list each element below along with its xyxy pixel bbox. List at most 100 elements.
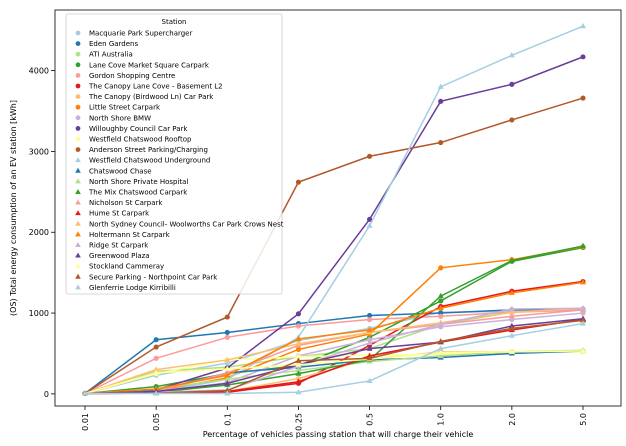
data-point [508,332,515,338]
legend-label: The Canopy (Birdwood Ln) Car Park [88,93,214,101]
data-point [224,390,231,396]
data-point [508,289,515,295]
legend-marker [75,125,81,131]
legend-label: Nicholson St Carpark [89,199,163,207]
data-point [153,366,160,372]
data-point [437,321,444,327]
series-line [84,97,584,395]
data-point [508,325,515,331]
legend-entry: North Shore BMW [75,114,151,122]
legend-marker [75,157,81,163]
data-point [579,279,587,285]
x-tick-label: 0.05 [152,413,161,431]
legend-title: Station [162,18,187,26]
legend-marker [75,115,81,121]
legend-entry: North Sydney Council- Woolworths Car Par… [75,220,284,228]
legend-entry: The Mix Chatswood Carpark [75,189,188,197]
x-axis-label: Percentage of vehicles passing station t… [203,430,474,439]
data-point [580,54,586,60]
x-tick-label: 0.5 [366,413,375,426]
data-point [224,365,231,371]
legend-marker [75,220,81,226]
data-point [437,345,444,351]
data-point [508,305,515,312]
data-point [579,242,587,249]
legend-label: ATI Australia [89,51,133,59]
legend-entry: Lane Cove Market Square Carpark [75,61,210,69]
series-24 [81,320,587,396]
data-point [295,340,302,346]
legend-marker [75,41,81,46]
legend: Station Macquarie Park Supercharger Eden … [65,13,284,295]
series-line [84,281,584,395]
data-point [367,216,373,222]
data-point [295,179,301,185]
data-point [508,313,515,319]
data-point [437,83,444,89]
legend-entry: Little Street Carpark [75,104,161,112]
legend-entry: Willoughby Council Car Park [75,125,188,133]
legend-label: Anderson Street Parking/Charging [89,146,208,154]
y-tick-label: 4000 [29,67,49,76]
legend-entry: Nicholson St Carpark [75,199,163,207]
legend-entry: North Shore Private Hospital [75,178,188,186]
data-point [509,81,515,87]
legend-entry: ATI Australia [75,51,133,59]
legend-entry: Hume St Carpark [75,210,150,218]
series-layer [81,22,587,397]
legend-marker [75,83,81,89]
legend-label: North Shore Private Hospital [89,178,188,186]
data-point [295,367,302,373]
data-point [81,390,89,396]
legend-marker [75,147,81,153]
data-point [224,387,231,393]
data-point [366,326,373,333]
series-line [84,246,584,395]
legend-entry: Secure Parking - Northpoint Car Park [75,273,218,281]
data-point [224,380,231,386]
data-point [508,52,515,58]
legend-marker [75,167,81,173]
legend-label: The Mix Chatswood Carpark [88,189,188,197]
data-point [295,354,301,360]
series-line [84,350,584,395]
data-point [153,390,160,396]
x-tick-label: 0.1 [223,413,232,426]
data-point [509,117,515,123]
data-point [367,337,373,343]
data-point [508,348,515,354]
legend-marker [75,252,81,258]
data-point [367,153,373,159]
legend-label: North Shore BMW [89,114,151,122]
data-point [438,265,444,271]
data-point [579,320,587,326]
legend-label: Eden Gardens [89,40,138,48]
legend-entry: Greenwood Plaza [75,252,150,260]
series-line [84,317,584,395]
legend-label: Little Street Carpark [89,104,161,112]
y-tick-label: 2000 [29,228,49,237]
data-point [366,222,373,228]
series-line [84,307,584,395]
legend-entry: Anderson Street Parking/Charging [75,146,208,154]
data-point [437,338,444,344]
x-tick-label: 5.0 [579,413,588,426]
series-line [84,246,584,395]
legend-marker [75,284,81,290]
legend-marker [75,231,81,237]
x-tick-label: 1.0 [437,413,446,426]
legend-marker [75,73,81,78]
data-point [366,355,373,361]
legend-marker [75,189,81,194]
legend-label: Willoughby Council Car Park [89,125,188,133]
data-point [295,357,302,363]
data-point [295,361,302,367]
data-point [224,329,230,336]
y-axis-label: (OS) Total energy consumption of an EV s… [9,100,18,316]
data-point [579,305,587,311]
legend-marker [75,136,81,142]
series-line [84,309,584,395]
data-point [438,313,444,319]
series-line [84,308,584,395]
legend-entry: Holtermann St Carpark [75,231,171,239]
